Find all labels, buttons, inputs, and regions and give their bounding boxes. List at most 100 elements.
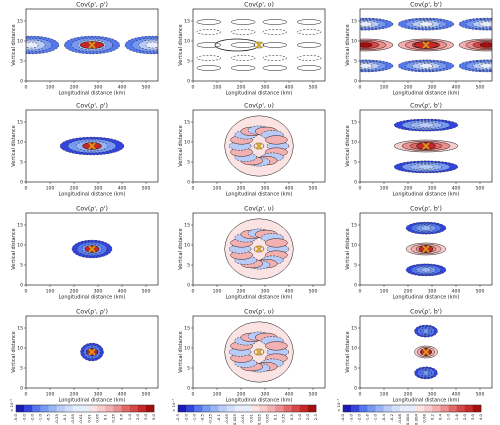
colorbar-cell (194, 405, 203, 412)
contour-line (196, 55, 221, 61)
colorbar-cell (424, 405, 433, 412)
y-tick-label: 10 (184, 243, 190, 249)
y-axis-label: Vertical distance (178, 24, 184, 66)
x-tick-label: 0 (359, 186, 362, 192)
colorbar-cell (218, 405, 228, 412)
x-tick-label: 0 (25, 289, 28, 295)
x-tick-label: 100 (380, 392, 389, 398)
colorbar-tick-label: -0.4 (381, 413, 386, 421)
x-tick-label: 200 (70, 289, 79, 295)
colorbar-tick-label: 2.0 (305, 413, 310, 420)
y-tick-label: 5 (354, 366, 357, 372)
colorbar-tick-label: 0.1 (273, 413, 278, 420)
colorbar-frame (342, 404, 482, 413)
y-tick-label: 0 (354, 386, 357, 392)
x-axis-label: Longitudinal distance (km) (226, 192, 293, 198)
y-tick-label: 10 (17, 243, 23, 249)
x-tick-label: 300 (428, 289, 437, 295)
colorbar-cell (226, 405, 236, 412)
y-tick-label: 5 (20, 366, 23, 372)
panel-title: Cov(ρ', b') (410, 103, 442, 110)
plot-frame (192, 109, 326, 183)
x-tick-label: 200 (237, 392, 246, 398)
x-axis-label: Longitudinal distance (km) (226, 398, 293, 404)
colorbar-tick-label: -0.5 (200, 413, 205, 421)
colorbar-tick-label: -0.2 (389, 413, 394, 421)
colorbar-cell (32, 405, 41, 412)
x-tick-label: 500 (309, 289, 318, 295)
contour-line (231, 42, 256, 48)
colorbar-tick-label: 0.4 (438, 413, 443, 420)
negative-contour (418, 63, 434, 69)
colorbar-tick-label: 0.5 (119, 413, 124, 420)
x-axis-label: Longitudinal distance (km) (59, 192, 126, 198)
contour-line (196, 19, 221, 25)
colorbar-cell (391, 405, 401, 412)
colorbar-tick-label: -2.0 (29, 413, 34, 421)
x-tick-label: 400 (285, 392, 294, 398)
x-axis-label: Longitudinal distance (km) (59, 295, 126, 301)
panel-title: Cov(ρ', ρ') (76, 206, 108, 213)
x-tick-label: 500 (476, 186, 485, 192)
x-tick-label: 100 (46, 85, 55, 91)
colorbar-cell (416, 405, 425, 412)
x-tick-label: 500 (309, 392, 318, 398)
x-tick-label: 500 (142, 392, 151, 398)
y-tick-label: 10 (351, 346, 357, 352)
colorbar-tick-label: 3.0 (470, 413, 475, 420)
source-marker (88, 41, 96, 49)
x-tick-label: 100 (380, 85, 389, 91)
panel-title: Cov(ρ', b') (410, 309, 442, 316)
y-tick-label: 10 (351, 140, 357, 146)
y-tick-label: 5 (187, 160, 190, 166)
x-tick-label: 300 (261, 289, 270, 295)
x-tick-label: 300 (261, 392, 270, 398)
colorbar-cell (89, 405, 98, 412)
negative-contour (417, 122, 435, 128)
x-tick-label: 200 (237, 186, 246, 192)
y-tick-label: 10 (184, 346, 190, 352)
positive-contour (265, 238, 288, 248)
y-axis-label: Vertical distance (11, 24, 17, 66)
y-tick-label: 15 (17, 19, 23, 25)
colorbar-tick-label: -2.3 (175, 413, 180, 421)
y-tick-label: 0 (354, 79, 357, 85)
x-tick-label: 100 (213, 186, 222, 192)
source-marker (88, 348, 96, 356)
colorbar-tick-label: 0.05 (94, 413, 99, 422)
y-axis-label: Vertical distance (11, 331, 17, 373)
x-tick-label: 200 (404, 392, 413, 398)
colorbar-tick-label: -0.25 (54, 413, 59, 424)
colorbar-cell (275, 405, 284, 412)
y-axis-label: Vertical distance (345, 24, 351, 66)
source-marker (422, 142, 430, 150)
y-tick-label: 5 (187, 263, 190, 269)
x-tick-label: 100 (380, 289, 389, 295)
panel-title: Cov(ρ', ρ') (76, 2, 108, 9)
colorbar-tick-label: 0.025 (256, 413, 261, 425)
colorbar-cell (448, 405, 457, 412)
colorbar-tick-label: -0.01 (78, 413, 83, 424)
colorbar-tick-label: 0.2 (429, 413, 434, 420)
y-tick-label: 15 (351, 326, 357, 332)
x-tick-label: 300 (261, 85, 270, 91)
colorbar-tick-label: 3.0 (143, 413, 148, 420)
colorbar-tick-label: -3.0 (21, 413, 26, 421)
y-tick-label: 0 (187, 386, 190, 392)
colorbar-cell (267, 405, 276, 412)
y-axis-label: Vertical distance (345, 331, 351, 373)
source-marker (88, 245, 96, 253)
x-tick-label: 200 (70, 392, 79, 398)
contour-line (297, 55, 322, 61)
colorbar-tick-label: 1.0 (127, 413, 132, 420)
colorbar-tick-label: 1.0 (446, 413, 451, 420)
panel-title: Cov(ρ', b') (410, 206, 442, 213)
x-tick-label: 400 (118, 289, 127, 295)
x-tick-label: 400 (285, 289, 294, 295)
x-tick-label: 0 (192, 85, 195, 91)
x-tick-label: 400 (118, 186, 127, 192)
negative-contour (479, 21, 492, 27)
colorbar-cell (121, 405, 130, 412)
colorbar-tick-label: -0.025 (232, 413, 237, 425)
colorbar-tick-label: 0.05 (264, 413, 269, 422)
